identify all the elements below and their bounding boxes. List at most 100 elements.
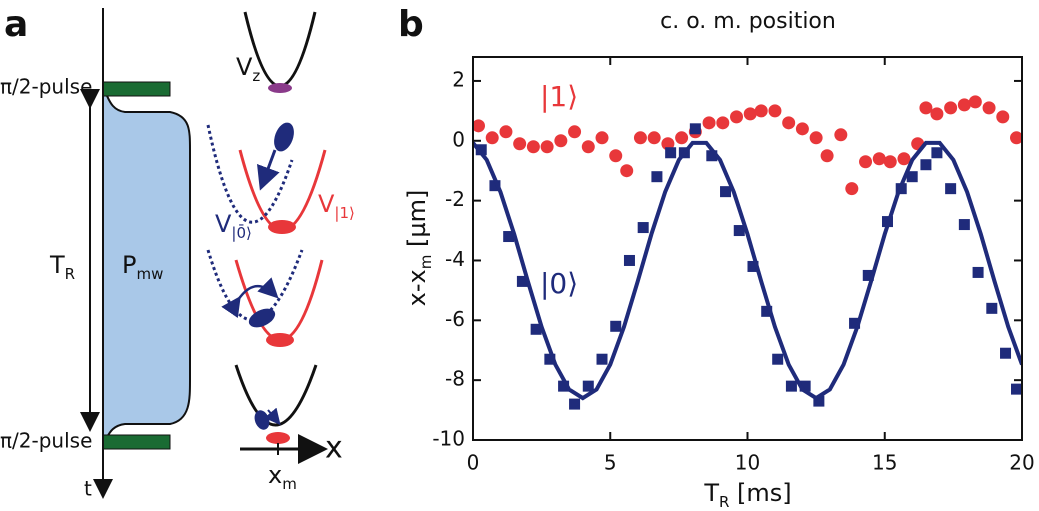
data-point — [675, 131, 689, 145]
y-tick-label: -6 — [445, 307, 465, 331]
data-point — [706, 150, 718, 162]
x-tick-label: 0 — [467, 451, 480, 475]
data-point — [972, 266, 984, 278]
data-point — [568, 125, 582, 139]
data-point — [986, 302, 998, 314]
data-point — [633, 131, 647, 145]
data-point — [957, 98, 971, 112]
data-point — [944, 101, 958, 115]
motion-arrow — [257, 149, 280, 191]
x-tick-label: 5 — [604, 451, 617, 475]
panel-a: a π/2-pulse π/2-pulse TR Pmw t Vz V|0̄⟩ … — [0, 4, 355, 501]
data-point — [958, 219, 970, 231]
potential-label: Vz — [236, 53, 260, 85]
data-point — [743, 107, 757, 121]
data-point — [582, 380, 594, 392]
pulse-label: π/2-pulse — [0, 75, 92, 99]
y-tick-label: -8 — [445, 367, 465, 391]
motion-arrow — [264, 407, 281, 426]
data-point — [1010, 131, 1024, 145]
data-point — [920, 159, 932, 171]
data-point — [845, 182, 859, 196]
data-point — [665, 147, 677, 159]
data-point — [906, 171, 918, 183]
data-point — [595, 131, 609, 145]
atom-cloud — [266, 333, 294, 347]
potential — [238, 149, 327, 232]
data-point — [623, 254, 635, 266]
data-point — [785, 380, 797, 392]
data-point — [716, 116, 730, 130]
x-tick-label: 10 — [735, 451, 760, 475]
y-tick-label: -4 — [445, 247, 465, 271]
data-point — [485, 131, 499, 145]
data-point — [859, 155, 873, 169]
data-point — [513, 137, 527, 151]
y-tick-label: -10 — [432, 427, 465, 451]
data-point — [489, 180, 501, 192]
potential-label: V|0̄⟩ — [215, 210, 252, 242]
data-point — [754, 104, 768, 118]
data-point — [544, 353, 556, 365]
data-point — [919, 101, 933, 115]
x-tick-label: 15 — [872, 451, 897, 475]
data-point — [1011, 383, 1023, 395]
x-tick-label: 20 — [1009, 451, 1034, 475]
data-point — [730, 110, 744, 124]
y-tick-label: -2 — [445, 187, 465, 211]
power-label: Pmw — [122, 251, 163, 283]
data-point — [661, 137, 675, 151]
series-annotation: |0⟩ — [540, 267, 578, 300]
panel-label: b — [398, 4, 424, 45]
data-point — [620, 164, 634, 178]
data-point — [610, 320, 622, 332]
pulse-label: π/2-pulse — [0, 429, 92, 453]
data-point — [945, 183, 957, 195]
y-axis-label: x-xm [µm] — [403, 190, 435, 307]
chart-title: c. o. m. position — [660, 9, 836, 34]
pulse-bar — [102, 434, 171, 450]
data-point — [702, 116, 716, 130]
potential — [206, 249, 304, 322]
atom-cloud — [274, 122, 294, 152]
data-point — [540, 140, 554, 154]
atom-cloud — [266, 432, 290, 444]
data-point — [761, 305, 773, 317]
data-point — [720, 186, 732, 198]
data-point — [609, 149, 623, 163]
data-point — [930, 107, 944, 121]
data-point — [996, 110, 1010, 124]
data-point — [968, 95, 982, 109]
data-point — [768, 104, 782, 118]
data-point — [596, 353, 608, 365]
plot-frame — [472, 56, 1023, 441]
data-point — [647, 131, 661, 145]
data-point — [558, 380, 570, 392]
ramsey-label: TR — [49, 251, 75, 283]
data-point — [799, 380, 811, 392]
fit-line — [473, 140, 1022, 401]
data-point — [581, 140, 595, 154]
pulse-bar — [102, 81, 171, 97]
data-point — [862, 269, 874, 281]
data-point — [897, 152, 911, 166]
data-point — [931, 147, 943, 159]
data-point — [834, 128, 848, 142]
data-point — [849, 317, 861, 329]
minimum-label: xm — [268, 461, 297, 493]
data-point — [637, 222, 649, 234]
position-label: x — [325, 431, 343, 466]
data-point — [872, 152, 886, 166]
data-point — [475, 144, 487, 156]
data-point — [809, 131, 823, 145]
microwave-pulse — [102, 88, 191, 444]
data-point — [733, 225, 745, 237]
y-tick-label: 0 — [452, 127, 465, 151]
panel-b: b c. o. m. position TR [ms] x-xm [µm] |1… — [398, 4, 1035, 511]
data-point — [772, 353, 784, 365]
data-point — [1000, 347, 1012, 359]
data-point — [554, 134, 568, 148]
data-point — [530, 323, 542, 335]
potential-label: V|1⟩ — [318, 190, 355, 222]
